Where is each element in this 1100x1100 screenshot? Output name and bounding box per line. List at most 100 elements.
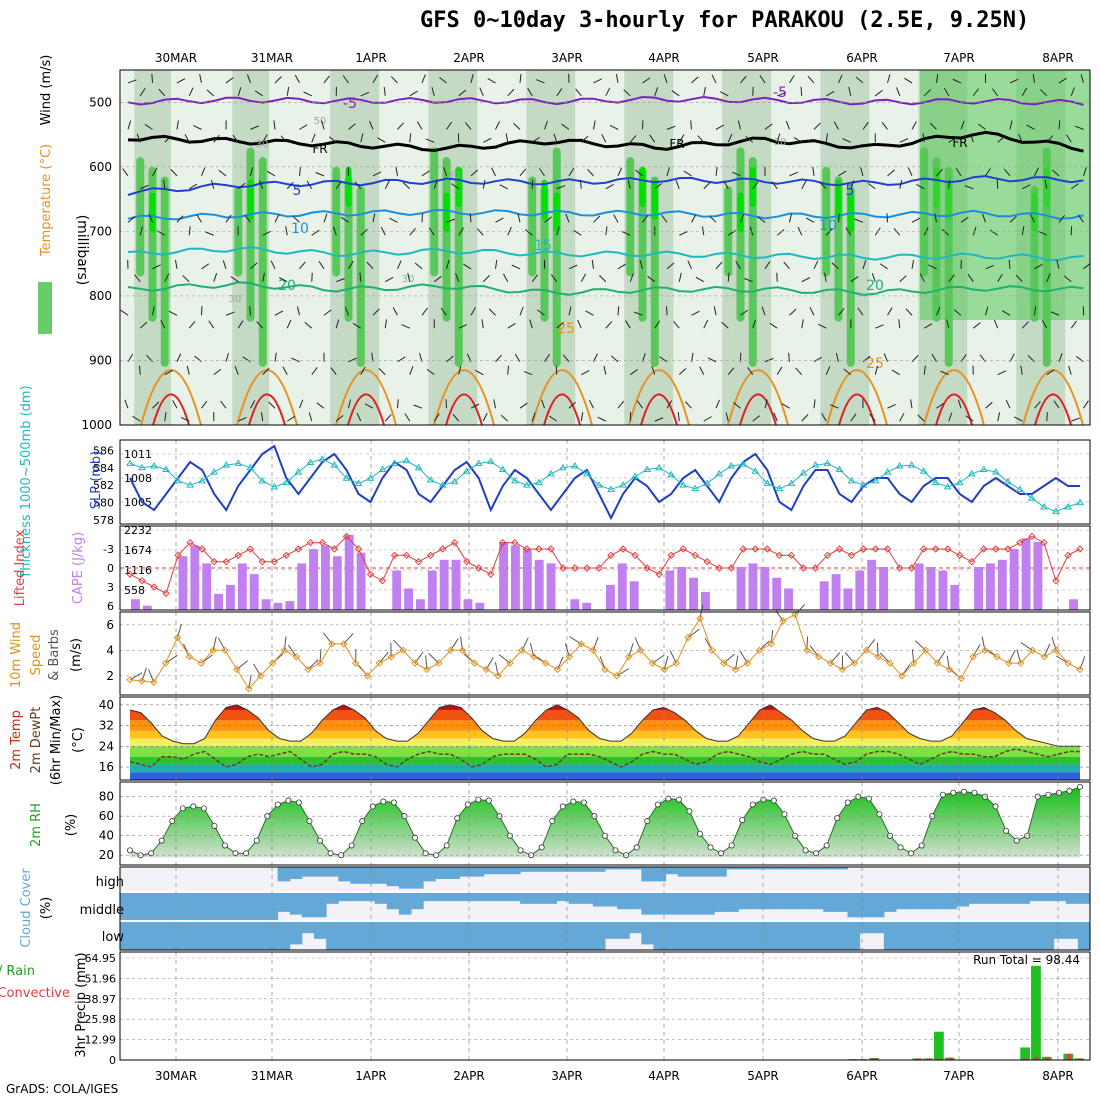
wind-barb (210, 179, 215, 189)
wind-barb (556, 226, 560, 236)
rh-marker (211, 822, 218, 829)
wind-speed-marker (862, 646, 870, 655)
rh-moist-cell (258, 157, 267, 367)
wind-speed-marker (589, 646, 597, 655)
cloud-bar-high (471, 867, 485, 877)
wind-barb (360, 91, 370, 97)
cape-bar (938, 570, 948, 610)
wind-barb (699, 366, 705, 375)
wind-speed-marker (969, 652, 977, 661)
wind-speed-marker (506, 659, 514, 667)
wind-barb (764, 123, 773, 130)
wind-barb (759, 75, 766, 84)
wind-barb (220, 400, 227, 409)
rh-contour-label: 30 (774, 137, 787, 148)
cape-bar (689, 577, 698, 610)
thickness-marker (474, 459, 483, 466)
wind-barb (1005, 399, 1011, 409)
cloud-bar-low (823, 922, 836, 950)
thickness-marker (619, 481, 627, 488)
wind-barb (344, 306, 349, 316)
wind-barb (1068, 365, 1072, 375)
wind-barb (164, 369, 173, 376)
rh-marker (243, 850, 250, 857)
cloud-bar-middle (362, 893, 376, 902)
wind-barb (910, 399, 913, 409)
wind-speed-marker (530, 652, 538, 661)
wind-barb (470, 74, 474, 84)
wind-barb (636, 400, 643, 409)
wind-barb (124, 399, 129, 409)
cape-bar (677, 566, 687, 610)
rh-marker (876, 811, 883, 818)
slp-tick: 1008 (124, 472, 152, 485)
wind-barb (1022, 184, 1031, 190)
li-marker (811, 564, 820, 572)
wind-barb (377, 137, 386, 143)
date-label-top: 8APR (1042, 51, 1073, 65)
li-marker (727, 564, 735, 572)
temp-contour-label: 5 (846, 183, 855, 199)
rh-moist-cell (822, 166, 831, 277)
rh-marker (697, 830, 704, 837)
wind-speed-marker (993, 652, 1001, 661)
wind-barb (801, 277, 810, 283)
cape-bar (261, 599, 271, 610)
wind-barb (617, 167, 623, 177)
wind-speed-marker (435, 659, 443, 667)
wind-barb (1053, 400, 1060, 409)
wind-barb (286, 415, 296, 422)
wind-barb (684, 401, 692, 409)
date-label-bottom: 5APR (747, 1069, 778, 1083)
wind-barb (311, 229, 320, 236)
wind-barb (352, 322, 362, 329)
wind-barb (911, 121, 917, 130)
cape-axis-label: CAPE (J/kg) (71, 532, 86, 604)
wind-barb (749, 226, 754, 236)
cloud-bar-middle (592, 893, 606, 907)
wind-barb (588, 399, 594, 409)
rh-column (195, 70, 208, 425)
rh-column (281, 70, 294, 425)
wind-barb (274, 310, 284, 316)
cloud-bar-low (447, 922, 460, 950)
cape-bar (131, 599, 140, 610)
rh-column (379, 70, 392, 425)
thickness-marker (306, 458, 315, 466)
wind-barb (654, 87, 659, 96)
li-marker (835, 545, 844, 553)
cloud-bar-low (774, 922, 788, 950)
cloud-bar-low (944, 922, 958, 950)
rh-marker (834, 815, 841, 822)
wind-barb (469, 213, 472, 223)
cloud-bar-middle (180, 893, 194, 920)
rh-marker (844, 799, 851, 806)
wind-barb (577, 319, 582, 329)
cloud-bar-high (277, 867, 291, 882)
thickness-marker (859, 481, 868, 488)
rh-marker (485, 797, 492, 804)
wind-barb (883, 353, 888, 362)
wind-barb (416, 121, 423, 130)
wind-barb (176, 215, 184, 223)
wind-barb (629, 273, 634, 282)
wind-barb (186, 365, 190, 375)
li-marker (895, 564, 904, 572)
wind-tick: 6 (106, 618, 114, 632)
wind-barb (539, 168, 545, 177)
li-marker (499, 538, 507, 547)
wind-barb (1046, 135, 1054, 143)
thickness-marker (883, 468, 892, 475)
thickness-marker (1076, 498, 1084, 506)
precip-conv-bar (1077, 1058, 1082, 1060)
wind-barb (433, 180, 438, 189)
temp-line (129, 704, 1080, 747)
cape-bar (855, 570, 865, 610)
wind-barb (715, 399, 720, 409)
wind-barb (928, 264, 937, 270)
wind-speed-marker (304, 665, 312, 674)
thickness-marker (955, 478, 964, 486)
rh-marker (221, 842, 228, 849)
slp-axis-label: SLP (mb) (89, 451, 104, 510)
cloud-bar-low (617, 922, 630, 939)
